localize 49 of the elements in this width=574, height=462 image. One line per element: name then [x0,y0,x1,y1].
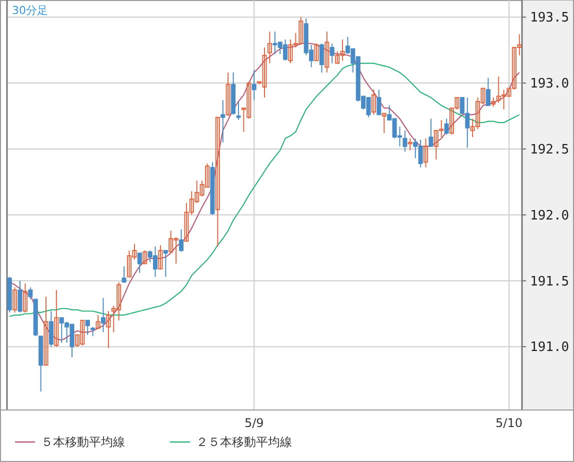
candlestick [106,310,111,349]
candlestick [226,72,230,117]
x-tick-label: 5/9 [244,416,264,430]
legend-label: ２５本移動平均線 [196,435,292,449]
candlestick [215,116,220,248]
y-tick-label: 192.0 [530,208,570,224]
y-tick-label: 191.0 [530,340,570,356]
candlestick [330,43,334,64]
candlestick [402,130,408,152]
candlestick [54,290,59,348]
candlestick [491,97,496,108]
candlestick [423,138,428,168]
candlestick [220,100,226,143]
candlestick [85,320,90,336]
x-tick-label: 5/10 [496,416,522,430]
candlestick [163,250,168,278]
candlestick [428,118,434,147]
candlestick [371,89,376,116]
candlestick [48,310,54,348]
candlestick [408,138,412,151]
chart-title: 30分足 [12,4,48,17]
y-tick-label: 193.0 [530,76,570,92]
candlestick [267,31,272,64]
candlestick [324,31,330,74]
candlestick [142,250,148,264]
candlestick [382,112,386,134]
legend-label: ５本移動平均線 [41,435,125,449]
y-tick-label: 191.5 [530,274,570,290]
candlestick [314,43,319,62]
candlestick [319,43,324,74]
candlestick [44,296,48,366]
candlestick [96,314,100,329]
candlestick [444,118,449,135]
candlestick [12,286,18,313]
y-tick-label: 193.5 [530,10,570,26]
candlestick [179,228,184,252]
candlestick [158,244,163,270]
candlestick [486,77,490,106]
candlestick [100,297,106,333]
candlestick [122,266,126,283]
candlestick [236,101,241,120]
candlestick [376,89,382,116]
candlestick [252,69,256,101]
candlestick [28,286,33,300]
candlestick [137,252,142,274]
candlestick [22,282,28,313]
y-tick-label: 192.5 [530,142,570,158]
candlestick [18,280,22,313]
candlestick [90,326,96,337]
